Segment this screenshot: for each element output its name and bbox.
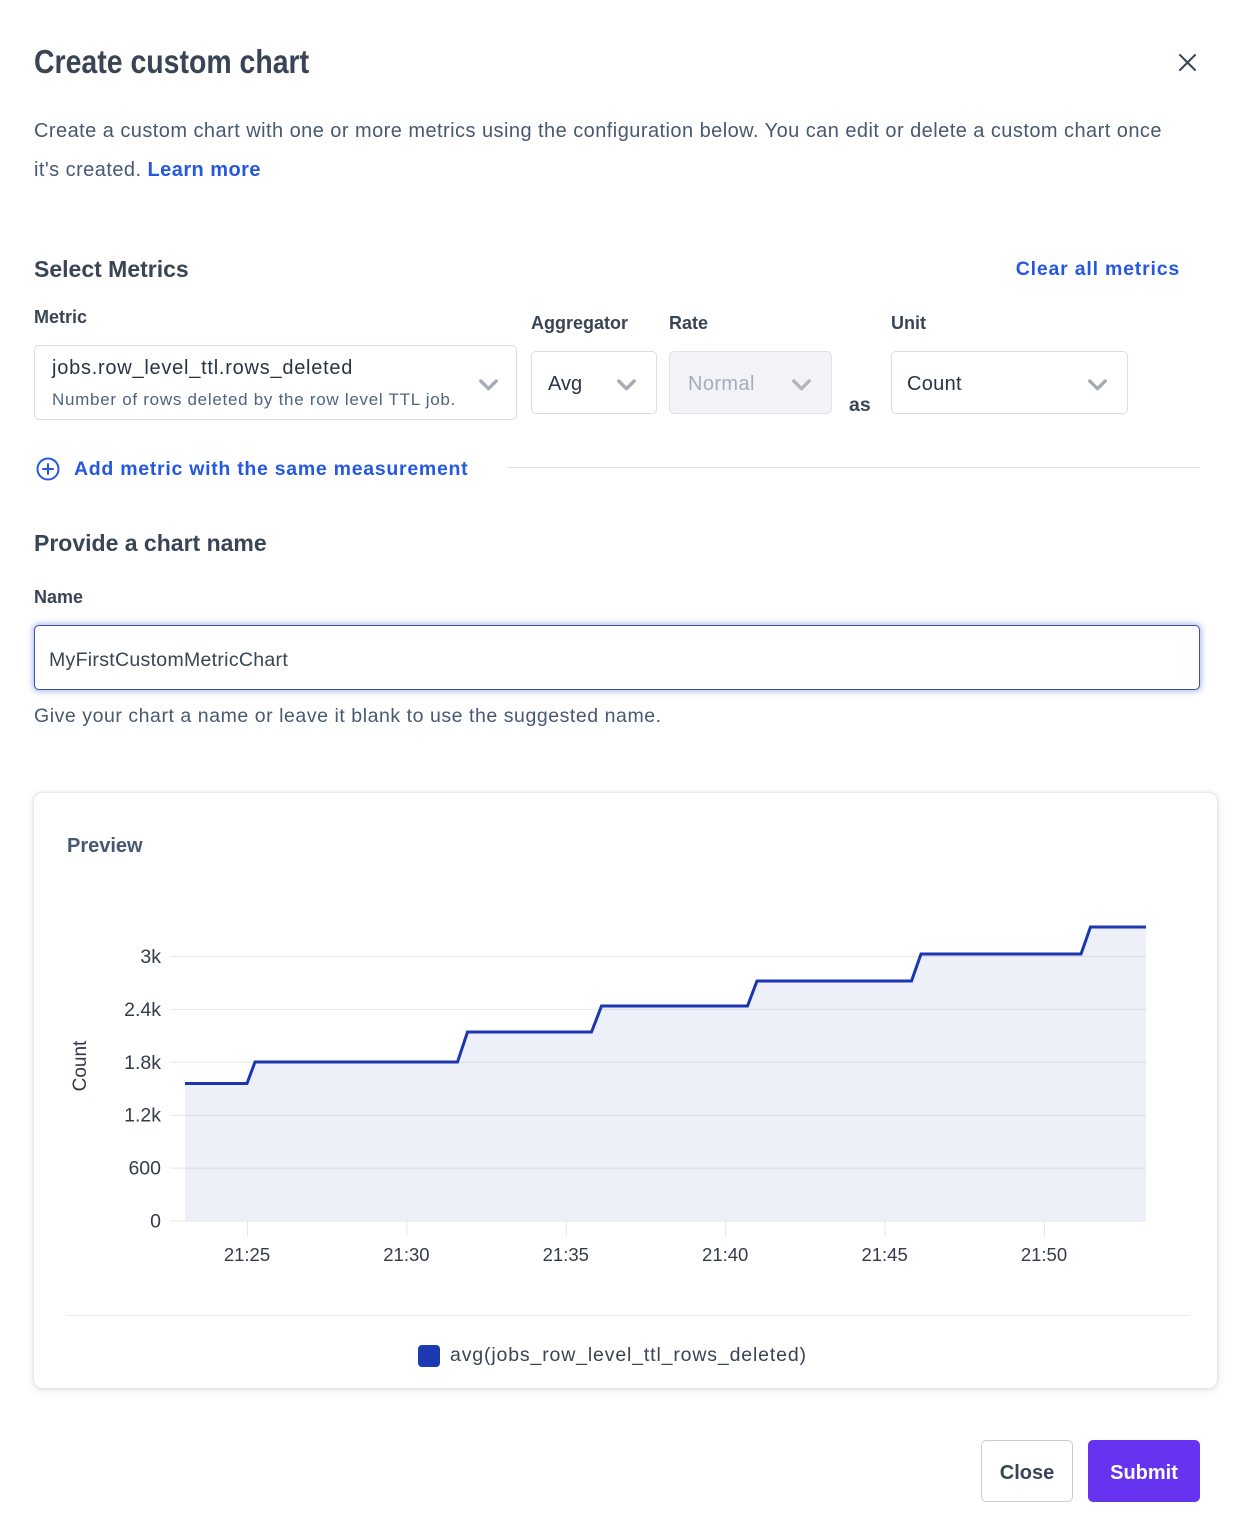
svg-text:21:35: 21:35 <box>543 1244 589 1265</box>
svg-text:Count: Count <box>70 1040 91 1091</box>
svg-text:3k: 3k <box>140 946 161 968</box>
svg-text:21:30: 21:30 <box>383 1244 429 1265</box>
svg-text:0: 0 <box>150 1211 161 1233</box>
svg-text:21:25: 21:25 <box>224 1244 270 1265</box>
svg-text:2.4k: 2.4k <box>124 999 161 1021</box>
svg-text:21:45: 21:45 <box>861 1244 907 1265</box>
svg-text:1.8k: 1.8k <box>124 1052 161 1074</box>
svg-text:21:40: 21:40 <box>702 1244 748 1265</box>
svg-text:21:50: 21:50 <box>1021 1244 1067 1265</box>
svg-text:1.2k: 1.2k <box>124 1105 161 1127</box>
svg-text:600: 600 <box>128 1158 161 1180</box>
